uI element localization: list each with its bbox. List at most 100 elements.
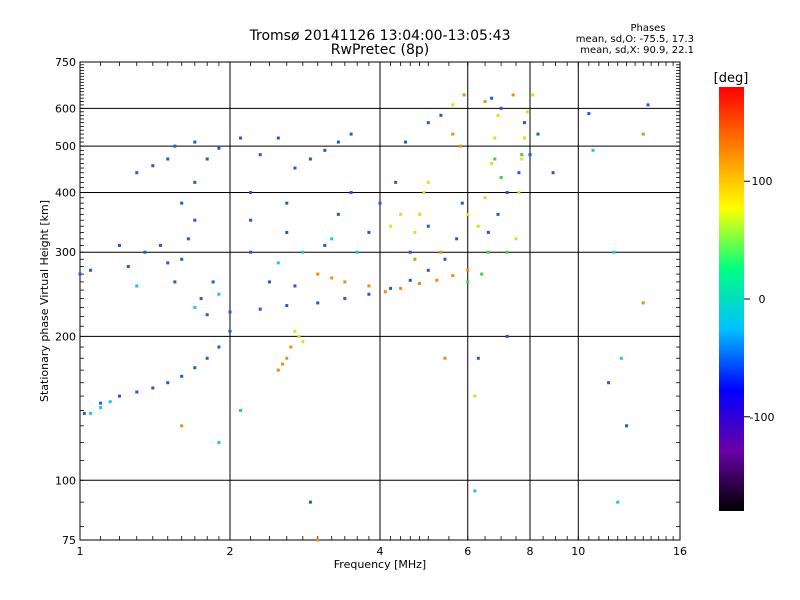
- data-point: [285, 304, 289, 308]
- x-tick-label: 16: [673, 545, 687, 558]
- data-point: [173, 144, 177, 148]
- data-point: [646, 103, 650, 107]
- stats-heading: Phases: [630, 23, 665, 34]
- data-point: [217, 146, 221, 150]
- data-point: [276, 136, 280, 140]
- data-point: [193, 140, 197, 144]
- data-point: [551, 171, 555, 175]
- data-point: [408, 250, 412, 254]
- data-point: [417, 282, 421, 286]
- x-tick-label: 6: [464, 545, 471, 558]
- data-point: [439, 250, 443, 254]
- data-point: [486, 250, 490, 254]
- data-point: [355, 250, 359, 254]
- data-point: [239, 408, 243, 412]
- data-point: [308, 157, 312, 161]
- data-point: [520, 157, 524, 161]
- data-point: [443, 257, 447, 261]
- data-point: [336, 212, 340, 216]
- data-point: [505, 334, 509, 338]
- data-point: [89, 411, 93, 415]
- data-point: [258, 307, 262, 311]
- data-point: [166, 261, 170, 265]
- data-point: [511, 93, 515, 97]
- y-tick-label: 500: [55, 140, 76, 153]
- data-point: [323, 243, 327, 247]
- x-axis-label: Frequency [MHz]: [334, 558, 426, 571]
- data-point: [308, 500, 312, 504]
- data-point: [517, 190, 521, 194]
- data-point: [239, 136, 243, 140]
- data-point: [389, 224, 393, 228]
- data-point: [451, 274, 455, 278]
- data-point: [422, 190, 426, 194]
- chart-title: Tromsø 20141126 13:04:00-13:05:43: [249, 28, 511, 44]
- y-tick-label: 75: [62, 534, 76, 547]
- data-point: [417, 212, 421, 216]
- data-point: [249, 218, 253, 222]
- data-point: [193, 180, 197, 184]
- x-tick-label: 1: [77, 545, 84, 558]
- data-point: [619, 356, 623, 360]
- data-point: [180, 424, 184, 428]
- data-point: [403, 140, 407, 144]
- data-points: [78, 93, 650, 542]
- minor-ticks: [80, 62, 680, 540]
- data-point: [493, 157, 497, 161]
- data-point: [293, 166, 297, 170]
- data-point: [228, 310, 232, 314]
- x-tick-label: 4: [377, 545, 384, 558]
- y-tick-label: 300: [55, 246, 76, 259]
- data-point: [625, 424, 629, 428]
- data-point: [89, 268, 93, 272]
- data-point: [591, 148, 595, 152]
- data-point: [473, 489, 477, 493]
- data-point: [293, 284, 297, 288]
- data-point: [143, 250, 147, 254]
- x-tick-labels: 1 2 4 6 8 10 16: [77, 545, 688, 558]
- data-point: [451, 132, 455, 136]
- data-point: [499, 106, 503, 110]
- data-point: [316, 272, 320, 276]
- data-point: [367, 230, 371, 234]
- data-point: [435, 278, 439, 282]
- data-point: [82, 411, 86, 415]
- data-point: [486, 230, 490, 234]
- data-point: [399, 286, 403, 290]
- data-point: [289, 345, 293, 349]
- data-point: [281, 362, 285, 366]
- data-point: [378, 201, 382, 205]
- data-point: [249, 190, 253, 194]
- data-point: [151, 386, 155, 390]
- data-point: [316, 301, 320, 305]
- data-point: [173, 280, 177, 284]
- data-point: [285, 230, 289, 234]
- data-point: [451, 103, 455, 107]
- y-tick-label: 200: [55, 330, 76, 343]
- data-point: [531, 93, 535, 97]
- data-point: [343, 297, 347, 301]
- data-point: [413, 230, 417, 234]
- data-point: [523, 136, 527, 140]
- colorbar-tick-label: -100: [750, 411, 775, 424]
- chart-subtitle: RwPretec (8p): [331, 42, 429, 58]
- data-point: [496, 212, 500, 216]
- data-point: [389, 286, 393, 290]
- y-tick-label: 400: [55, 186, 76, 199]
- data-point: [607, 381, 611, 385]
- data-point: [455, 237, 459, 241]
- data-point: [323, 148, 327, 152]
- data-point: [641, 301, 645, 305]
- data-point: [367, 292, 371, 296]
- data-point: [473, 394, 477, 398]
- data-point: [426, 180, 430, 184]
- data-point: [126, 265, 130, 269]
- x-tick-label: 10: [571, 545, 585, 558]
- data-point: [490, 161, 494, 165]
- data-point: [228, 329, 232, 333]
- data-point: [641, 132, 645, 136]
- data-point: [117, 243, 121, 247]
- data-point: [205, 356, 209, 360]
- colorbar-tick-label: 100: [752, 175, 773, 188]
